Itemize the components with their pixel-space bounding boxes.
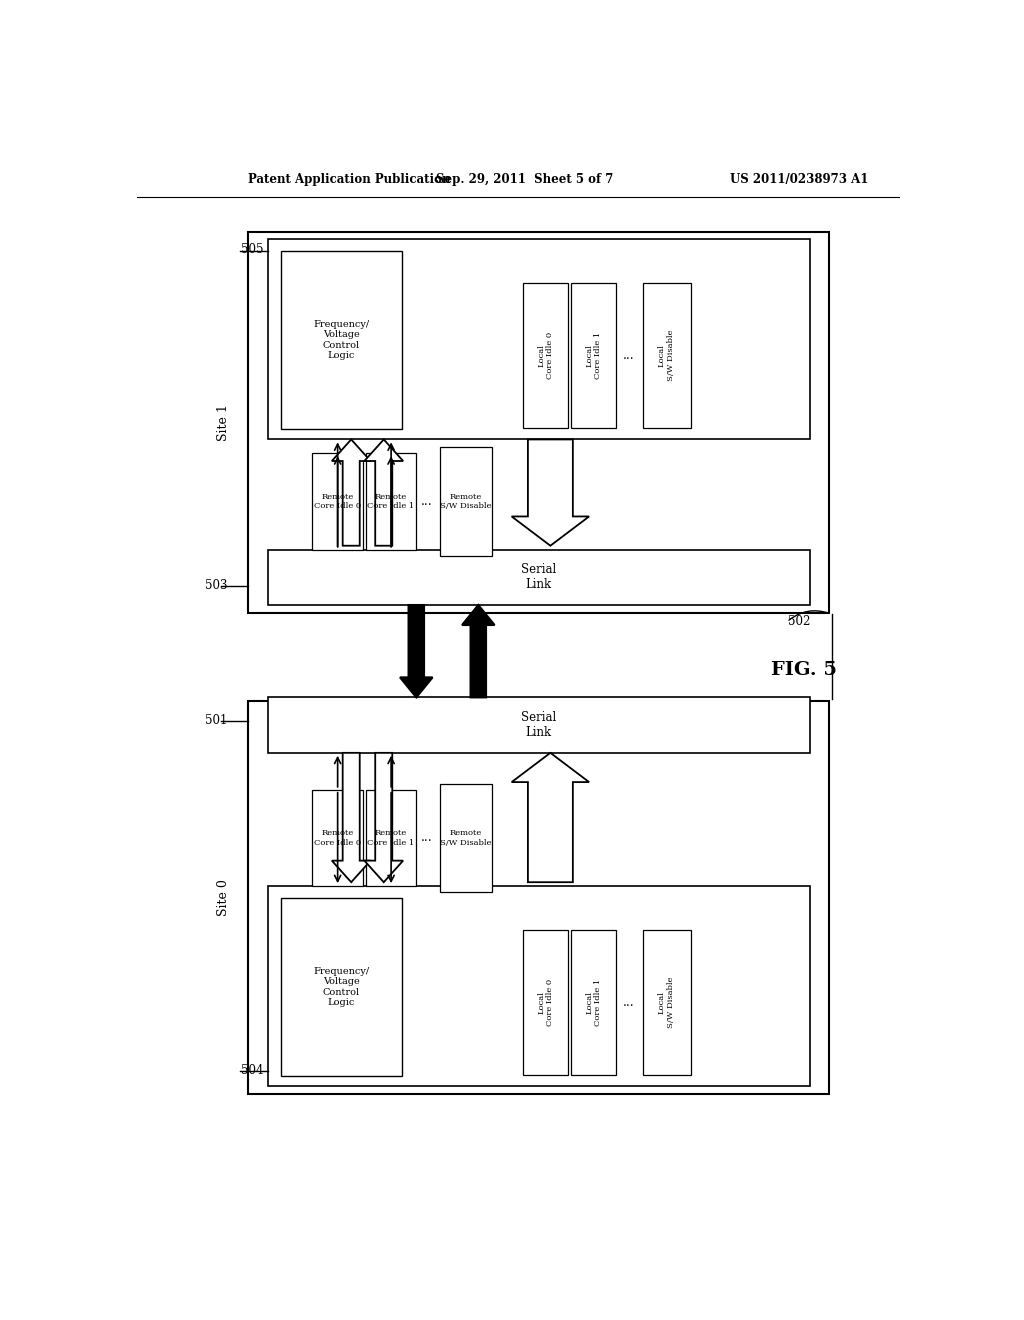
Bar xyxy=(643,284,690,428)
Text: Serial
Link: Serial Link xyxy=(521,711,556,739)
Text: Remote
S/W Disable: Remote S/W Disable xyxy=(440,492,492,510)
Polygon shape xyxy=(512,440,589,545)
Text: Local
S/W Disable: Local S/W Disable xyxy=(658,330,675,381)
Bar xyxy=(366,789,417,886)
Bar xyxy=(312,453,362,549)
Bar xyxy=(267,886,810,1086)
Polygon shape xyxy=(365,440,403,545)
Bar xyxy=(523,931,568,1074)
Polygon shape xyxy=(332,752,371,882)
Polygon shape xyxy=(512,752,589,882)
Bar xyxy=(267,549,810,605)
Polygon shape xyxy=(462,605,495,697)
Text: Serial
Link: Serial Link xyxy=(521,564,556,591)
Text: Remote
Core Idle 1: Remote Core Idle 1 xyxy=(368,492,415,510)
Bar xyxy=(571,931,616,1074)
Text: Site 1: Site 1 xyxy=(217,404,229,441)
Text: Local
Core Idle 0: Local Core Idle 0 xyxy=(538,331,554,379)
Text: ...: ... xyxy=(623,348,635,362)
Text: 501: 501 xyxy=(206,714,228,727)
Text: Remote
Core Idle 0: Remote Core Idle 0 xyxy=(314,829,361,846)
Text: ...: ... xyxy=(623,995,635,1008)
Text: Frequency/
Voltage
Control
Logic: Frequency/ Voltage Control Logic xyxy=(313,319,370,360)
Text: Local
Core Idle 1: Local Core Idle 1 xyxy=(585,331,602,379)
Polygon shape xyxy=(400,605,432,697)
Text: US 2011/0238973 A1: US 2011/0238973 A1 xyxy=(730,173,868,186)
Bar xyxy=(523,284,568,428)
Text: Local
S/W Disable: Local S/W Disable xyxy=(658,977,675,1028)
Text: 502: 502 xyxy=(788,615,811,628)
Text: Local
Core Idle 0: Local Core Idle 0 xyxy=(538,978,554,1026)
Bar xyxy=(366,453,417,549)
Bar xyxy=(282,898,401,1076)
Text: ...: ... xyxy=(421,495,433,508)
Text: Remote
Core Idle 0: Remote Core Idle 0 xyxy=(314,492,361,510)
Bar xyxy=(248,231,829,612)
Bar xyxy=(267,697,810,752)
Text: Remote
Core Idle 1: Remote Core Idle 1 xyxy=(368,829,415,846)
Text: ...: ... xyxy=(421,832,433,845)
Polygon shape xyxy=(332,440,371,545)
Text: FIG. 5: FIG. 5 xyxy=(771,661,837,680)
Bar xyxy=(643,931,690,1074)
Text: 504: 504 xyxy=(241,1064,263,1077)
Bar xyxy=(439,784,493,892)
Text: Remote
S/W Disable: Remote S/W Disable xyxy=(440,829,492,846)
Bar xyxy=(571,284,616,428)
Bar xyxy=(312,789,362,886)
Text: Site 0: Site 0 xyxy=(217,879,229,916)
Text: 503: 503 xyxy=(206,579,228,593)
Bar xyxy=(282,251,401,429)
Text: 505: 505 xyxy=(241,243,263,256)
Text: Local
Core Idle 1: Local Core Idle 1 xyxy=(585,978,602,1026)
Bar xyxy=(267,239,810,440)
Bar xyxy=(248,701,829,1094)
Text: Patent Application Publication: Patent Application Publication xyxy=(248,173,451,186)
Bar xyxy=(439,447,493,556)
Text: Sep. 29, 2011  Sheet 5 of 7: Sep. 29, 2011 Sheet 5 of 7 xyxy=(436,173,613,186)
Text: Frequency/
Voltage
Control
Logic: Frequency/ Voltage Control Logic xyxy=(313,966,370,1007)
Polygon shape xyxy=(365,752,403,882)
